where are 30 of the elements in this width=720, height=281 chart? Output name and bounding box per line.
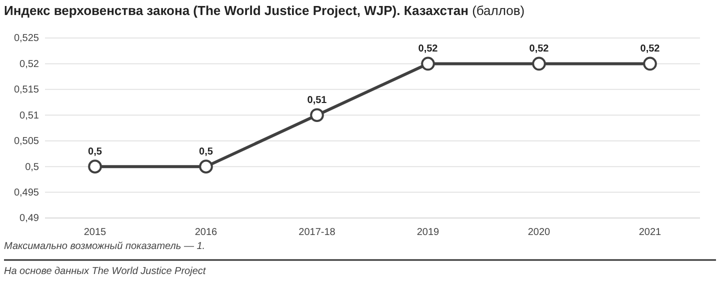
- y-tick-label: 0,505: [14, 136, 40, 148]
- y-tick-label: 0,525: [14, 33, 40, 44]
- data-label: 0,5: [199, 146, 214, 158]
- text: На основе данных The World Justice Project: [4, 266, 207, 277]
- y-tick-label: 0,52: [20, 58, 40, 70]
- y-tick-label: 0,515: [14, 84, 40, 96]
- point: [532, 56, 546, 71]
- data-label: 0,52: [640, 44, 660, 55]
- x-tick-label: 2020: [528, 227, 551, 238]
- data-label: 0,5: [88, 146, 102, 158]
- x-tick-label: 2021: [638, 227, 662, 238]
- y-tick-label: 0,5: [25, 162, 40, 173]
- chart-title: Индекс верховенства закона (The World Justice Project, WJP). Казахстан: [4, 3, 468, 18]
- y-tick-label: 0,495: [14, 187, 40, 198]
- x-tick-label: 2016: [194, 227, 218, 238]
- point: [310, 108, 324, 122]
- chart-subtitle: (баллов): [468, 3, 525, 18]
- y-tick-label: 0,49: [20, 213, 40, 224]
- x-tick-label: 2017-18: [298, 227, 336, 238]
- x-tick-label: 2015: [84, 227, 107, 238]
- y-tick-label: 0,51: [20, 110, 40, 122]
- point: [643, 56, 657, 71]
- text: Максимально возможный показатель — 1.: [4, 241, 206, 252]
- data-label: 0,52: [529, 44, 550, 55]
- point: [88, 160, 102, 174]
- point: [199, 160, 213, 174]
- data-label: 0,52: [418, 44, 438, 55]
- data-label: 0,51: [307, 95, 328, 106]
- point: [421, 56, 435, 71]
- x-tick-label: 2019: [416, 227, 440, 238]
